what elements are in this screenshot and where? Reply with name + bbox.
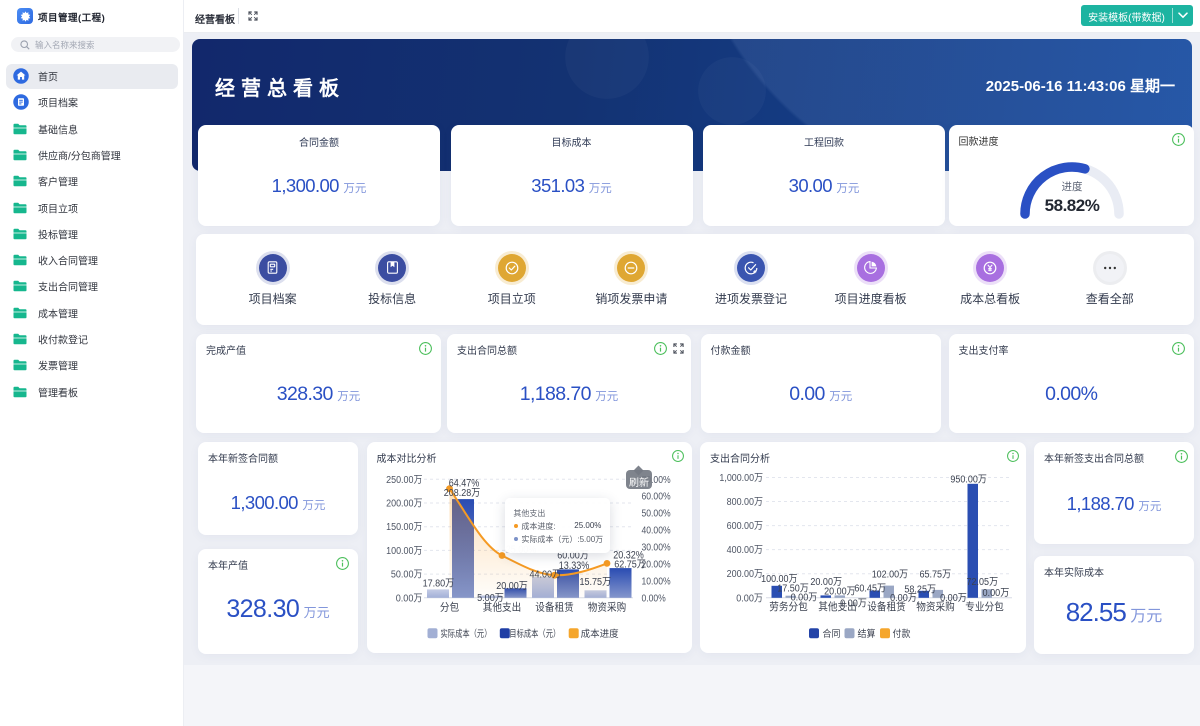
- svg-text:30.00%: 30.00%: [641, 542, 670, 553]
- svg-text:250.00万: 250.00万: [386, 474, 422, 485]
- svg-text:15.75万: 15.75万: [579, 577, 611, 588]
- svg-text:设备租赁: 设备租赁: [535, 600, 573, 613]
- svg-text:150.00万: 150.00万: [386, 522, 422, 533]
- svg-text:44.00万: 44.00万: [529, 569, 561, 580]
- svg-text:0.00万: 0.00万: [395, 593, 422, 604]
- svg-text:60.00%: 60.00%: [641, 491, 670, 502]
- svg-text:合同: 合同: [823, 628, 841, 640]
- svg-text:0.00万: 0.00万: [890, 592, 917, 603]
- svg-text:102.00万: 102.00万: [872, 569, 908, 580]
- svg-text:付款: 付款: [893, 628, 911, 640]
- svg-text:65.75万: 65.75万: [920, 569, 952, 580]
- svg-text:物资采购: 物资采购: [587, 600, 625, 613]
- svg-text:800.00万: 800.00万: [727, 497, 763, 508]
- svg-text:物资采购: 物资采购: [916, 600, 955, 613]
- svg-text:70.00%: 70.00%: [641, 474, 670, 485]
- svg-text:100.00万: 100.00万: [386, 545, 422, 556]
- svg-text:600.00万: 600.00万: [727, 521, 763, 532]
- svg-text:实际成本（元）: 实际成本（元）: [440, 628, 491, 640]
- svg-text:17.50万: 17.50万: [777, 583, 809, 594]
- svg-text:20.00%: 20.00%: [641, 559, 670, 570]
- svg-text:其他支出: 其他支出: [482, 600, 520, 613]
- svg-text:1,000.00万: 1,000.00万: [719, 473, 763, 484]
- svg-text:0.00万: 0.00万: [791, 592, 818, 603]
- svg-text:10.00%: 10.00%: [641, 576, 670, 587]
- svg-text:20.32%: 20.32%: [613, 549, 644, 561]
- svg-text:0.00万: 0.00万: [736, 593, 763, 604]
- svg-text:20.00万: 20.00万: [496, 580, 528, 591]
- svg-text:20.00万: 20.00万: [824, 586, 856, 597]
- svg-text:58.25万: 58.25万: [904, 584, 936, 595]
- svg-text:62.75万: 62.75万: [614, 559, 646, 570]
- svg-text:950.00万: 950.00万: [950, 474, 986, 485]
- svg-text:200.00万: 200.00万: [727, 569, 763, 580]
- svg-text:100.00万: 100.00万: [761, 573, 797, 584]
- svg-text:其他支出: 其他支出: [818, 600, 857, 613]
- svg-text:72.05万: 72.05万: [967, 577, 999, 588]
- svg-text:40.00%: 40.00%: [641, 525, 670, 536]
- svg-text:17.80万: 17.80万: [422, 578, 454, 589]
- svg-text:20.00万: 20.00万: [810, 576, 842, 587]
- svg-text:13.33%: 13.33%: [558, 559, 589, 571]
- svg-text:目标成本（元）: 目标成本（元）: [509, 628, 560, 640]
- svg-text:0.00%: 0.00%: [641, 593, 665, 604]
- svg-text:分包: 分包: [439, 600, 459, 613]
- svg-text:60.45万: 60.45万: [854, 583, 886, 594]
- svg-text:0.00万: 0.00万: [940, 593, 967, 604]
- svg-text:进度: 进度: [1061, 180, 1083, 193]
- svg-text:0.00万: 0.00万: [840, 598, 867, 609]
- svg-text:劳务分包: 劳务分包: [769, 600, 808, 613]
- svg-text:设备租赁: 设备租赁: [867, 600, 906, 613]
- svg-text:50.00%: 50.00%: [641, 508, 670, 519]
- svg-text:5.00万: 5.00万: [477, 592, 504, 603]
- svg-text:58.82%: 58.82%: [1044, 196, 1099, 215]
- svg-text:60.00万: 60.00万: [557, 550, 589, 561]
- svg-text:400.00万: 400.00万: [727, 545, 763, 556]
- svg-text:200.00万: 200.00万: [386, 498, 422, 509]
- svg-text:结算: 结算: [858, 628, 876, 640]
- svg-text:0.00万: 0.00万: [983, 588, 1010, 599]
- svg-text:208.28万: 208.28万: [443, 488, 479, 499]
- svg-text:成本进度: 成本进度: [580, 628, 618, 640]
- svg-text:64.47%: 64.47%: [448, 477, 479, 489]
- svg-text:50.00万: 50.00万: [390, 569, 422, 580]
- svg-text:专业分包: 专业分包: [965, 600, 1004, 613]
